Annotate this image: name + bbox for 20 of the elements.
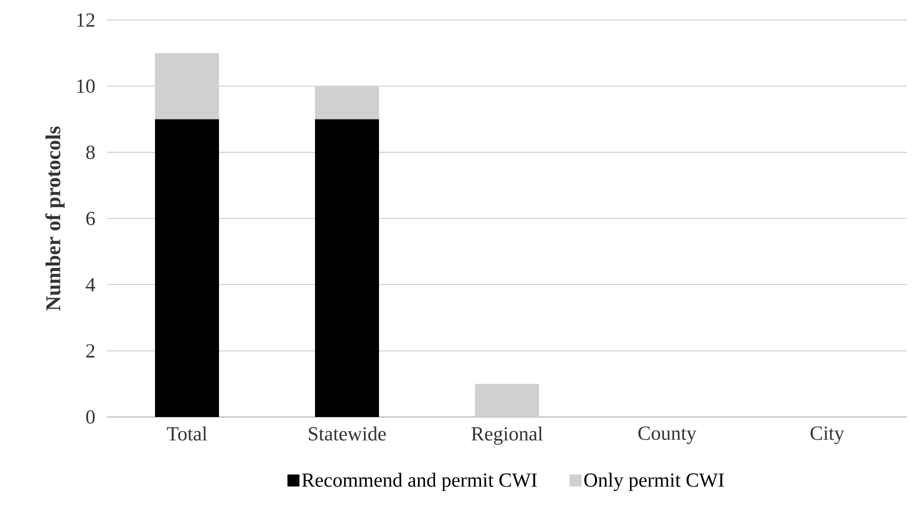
bar [475, 384, 540, 417]
x-tick-label: City [810, 426, 844, 444]
bar [155, 53, 220, 120]
y-tick-label: 0 [86, 410, 95, 424]
x-tick-label: Statewide [308, 426, 386, 441]
x-tick-label: County [638, 426, 696, 444]
y-tick-label: 6 [86, 212, 95, 226]
y-axis-title: Number of protocols [45, 126, 65, 311]
y-tick-label: 4 [86, 278, 96, 292]
legend-label: Recommend and permit CWI [302, 472, 537, 491]
y-tick-label: 8 [86, 146, 95, 160]
x-tick-label: Regional [471, 426, 543, 445]
y-tick-label: 10 [77, 79, 95, 93]
bar [155, 119, 220, 417]
y-tick-label: 2 [86, 344, 94, 358]
y-tick-label: 12 [77, 13, 94, 27]
bar [315, 86, 380, 120]
x-tick-label: Total [166, 426, 208, 441]
legend-label: Only permit CWI [584, 472, 724, 491]
bar [315, 119, 380, 417]
